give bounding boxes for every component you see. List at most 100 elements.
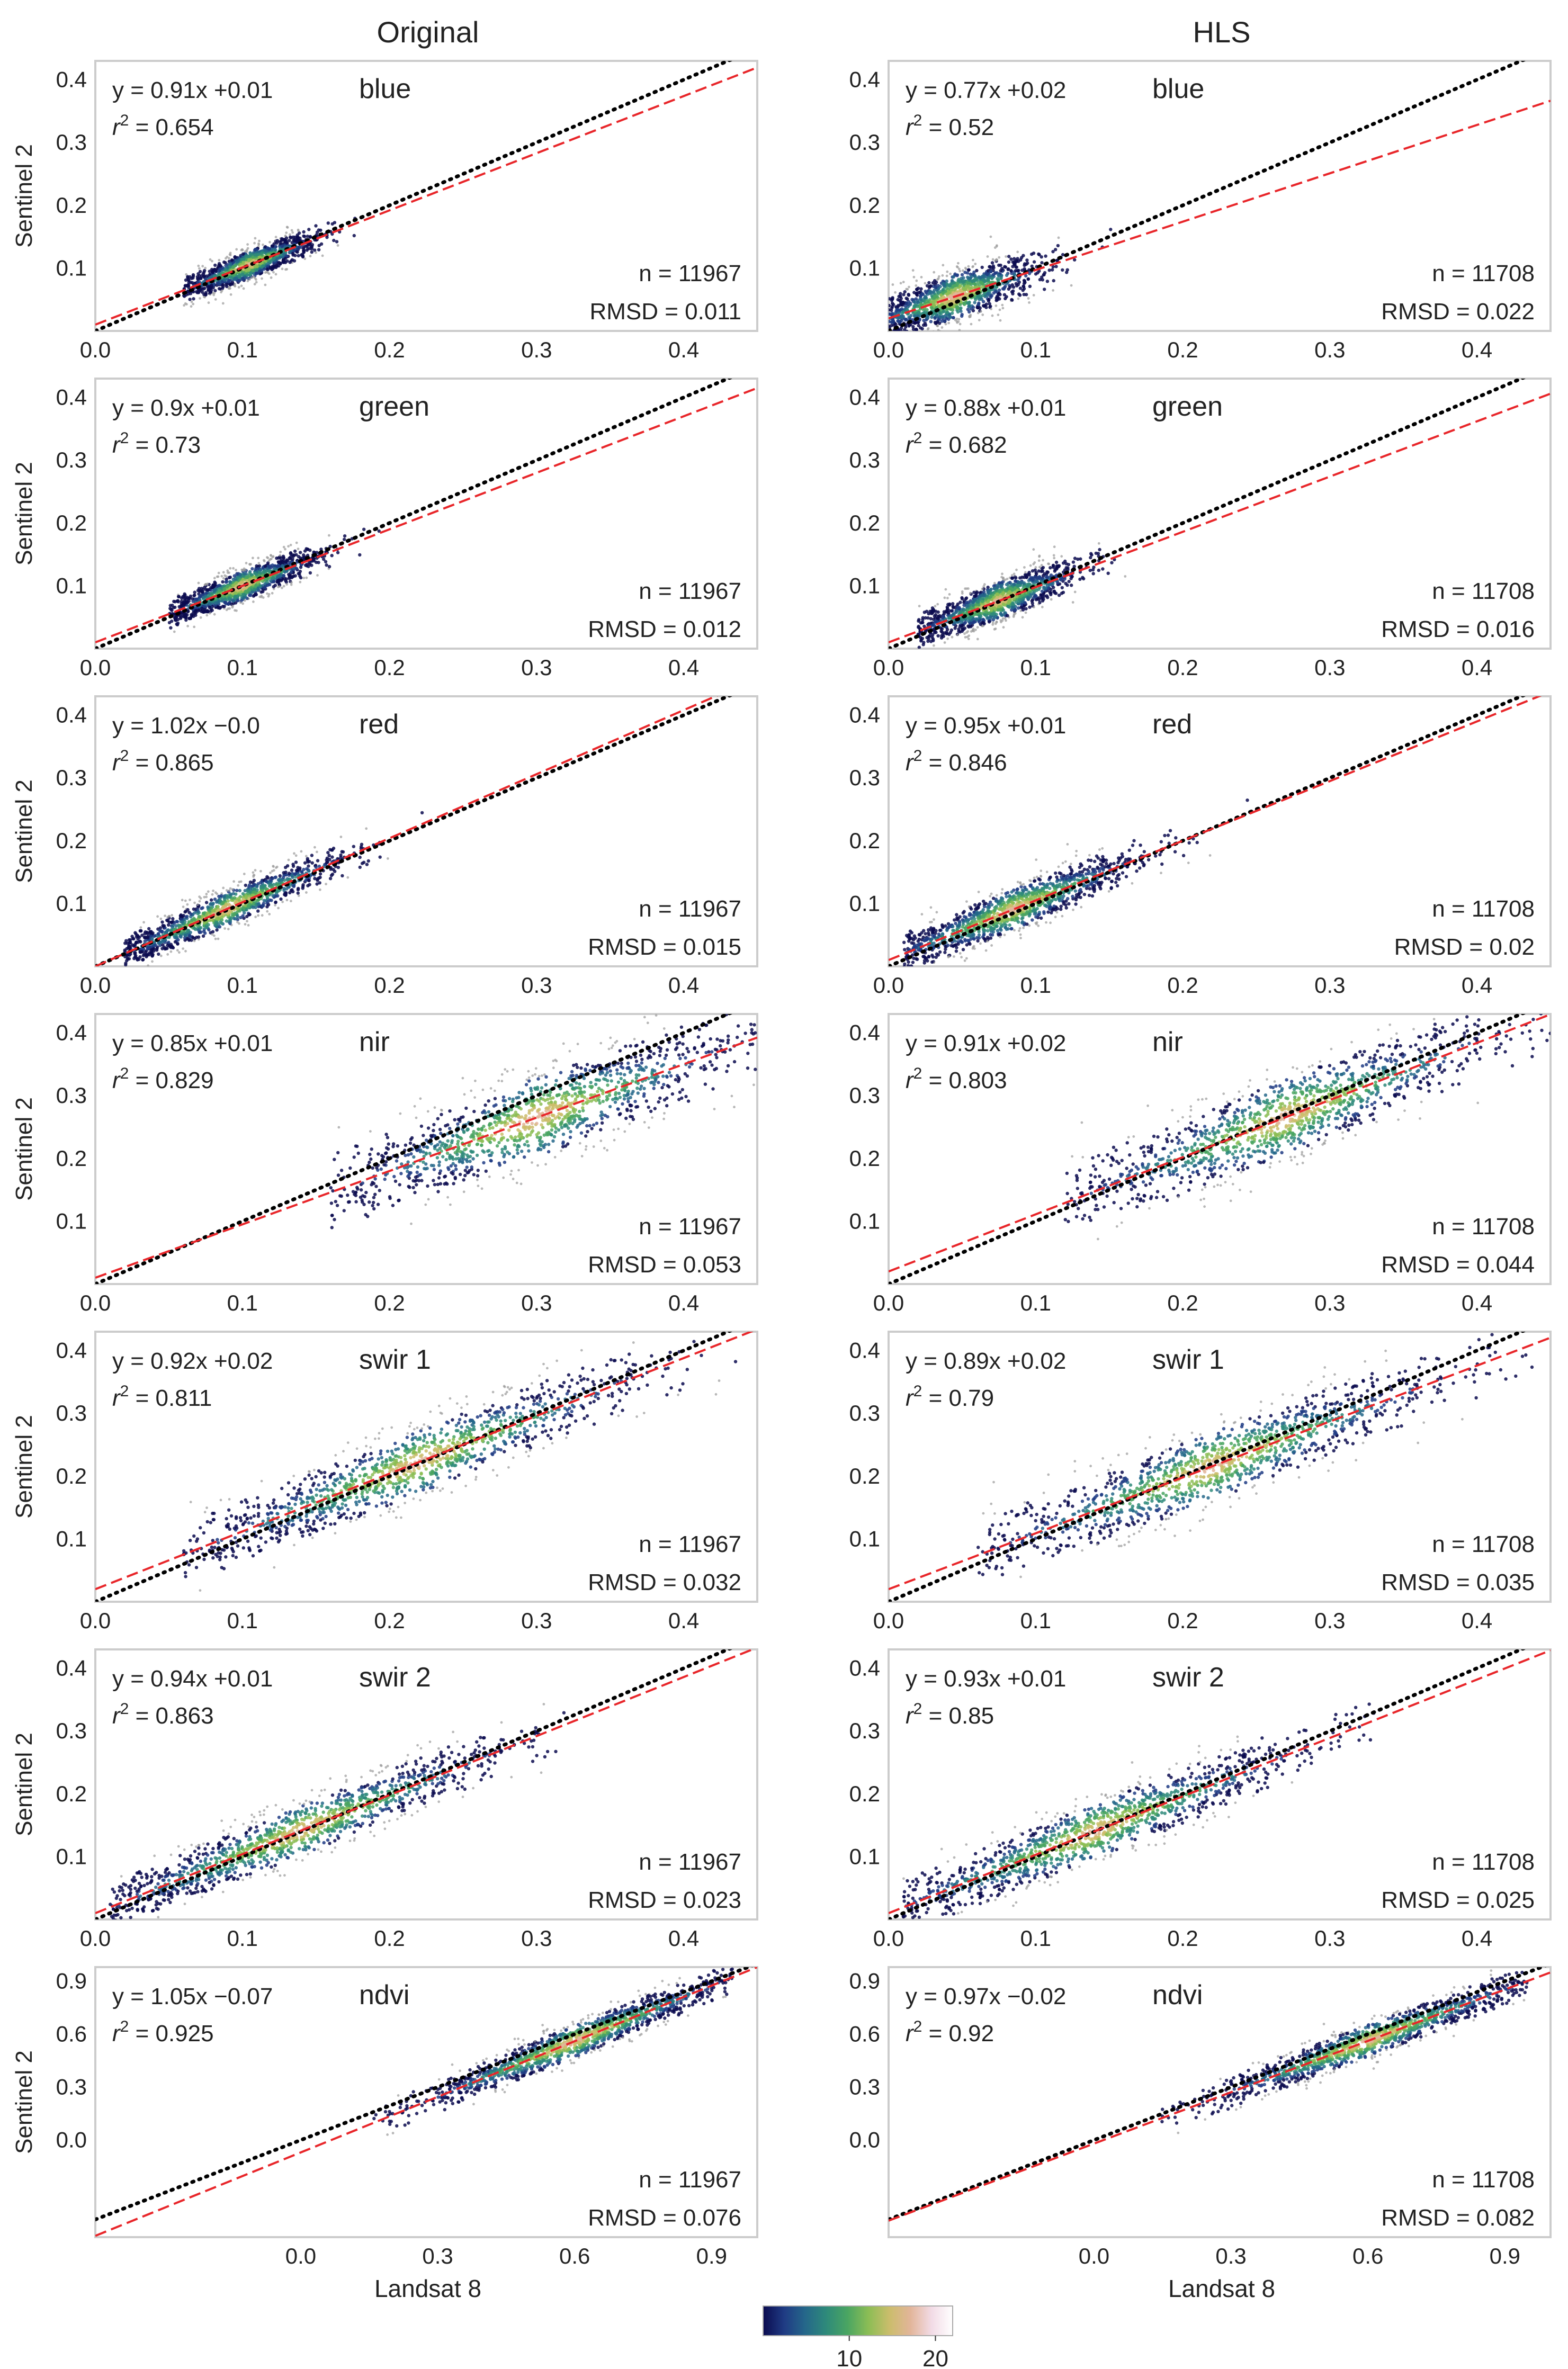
scatter-point [270,558,273,560]
scatter-point [1017,606,1020,610]
scatter-point [915,288,919,291]
scatter-point [241,261,245,264]
scatter-point [934,286,938,290]
scatter-point [204,266,207,270]
scatter-point [971,306,975,309]
scatter-point [987,299,991,303]
scatter-point [960,620,963,624]
scatter-point [203,295,207,299]
y-tick-label: 0.1 [849,255,880,280]
scatter-point [989,235,992,238]
scatter-point [217,575,220,578]
scatter-point [264,249,268,253]
y-tick-label: 0.3 [849,130,880,155]
scatter-point [280,255,284,259]
scatter-point [222,595,226,598]
scatter-point [889,324,891,328]
scatter-point [237,286,240,289]
scatter-point [193,593,196,597]
scatter-point [299,551,302,554]
scatter-point [1005,255,1007,258]
scatter-point [987,277,990,281]
scatter-point [303,257,307,261]
scatter-point [1034,566,1037,569]
scatter-point [974,629,977,631]
scatter-point [1073,258,1077,262]
scatter-point [236,595,240,598]
scatter-point [192,302,195,306]
scatter-point [1044,254,1047,258]
scatter-point [1070,284,1073,287]
scatter-point [937,329,940,331]
scatter-point [244,262,248,265]
scatter-point [921,336,924,339]
scatter-point [205,614,209,617]
scatter-point [916,334,919,336]
x-tick-label: 0.3 [521,655,552,680]
scatter-point [912,336,915,339]
scatter-point [332,238,336,243]
scatter-point [201,272,205,276]
scatter-point [1060,586,1064,590]
scatter-point [1034,594,1037,597]
scatter-point [236,576,240,580]
scatter-point [944,313,948,317]
scatter-point [285,241,289,245]
scatter-point [1021,616,1024,619]
scatter-point [972,265,974,268]
scatter-point [1040,261,1044,265]
scatter-point [202,275,205,279]
scatter-point [263,586,266,590]
x-tick-label: 0.0 [80,655,111,680]
scatter-point [1052,554,1055,557]
scatter-point [1051,268,1054,272]
scatter-point [925,300,929,303]
scatter-point [1021,289,1025,292]
scatter-point [940,319,944,323]
scatter-point [911,333,913,335]
scatter-point [952,316,955,320]
scatter-point [1032,596,1036,600]
regression-equation: y = 0.91x +0.01 [112,77,273,103]
scatter-point [295,239,299,244]
scatter-point [274,248,277,252]
scatter-point [227,596,231,600]
scatter-point [294,553,298,557]
scatter-point [891,297,894,301]
scatter-point [295,236,299,240]
scatter-point [913,303,918,307]
scatter-point [196,277,200,281]
scatter-point [945,627,949,632]
scatter-point [973,301,976,304]
scatter-point [1006,267,1010,272]
scatter-point [287,545,290,548]
scatter-point [921,341,924,344]
scatter-point [889,320,891,324]
scatter-point [294,567,299,570]
scatter-point [234,609,236,612]
scatter-point [1061,253,1065,257]
scatter-point [925,308,929,312]
scatter-point [305,576,308,579]
scatter-point [918,605,921,607]
scatter-point [272,580,276,584]
x-tick-label: 0.4 [668,655,699,680]
scatter-point [899,333,902,336]
scatter-point [965,631,968,634]
scatter-point [995,245,998,248]
scatter-point [194,606,199,609]
scatter-point [267,559,271,562]
scatter-point [282,585,285,588]
regression-equation: y = 0.77x +0.02 [906,77,1066,103]
scatter-point [935,321,938,325]
scatter-point [1022,282,1026,285]
scatter-point [271,244,274,248]
scatter-point [987,620,991,624]
scatter-point [199,616,202,619]
scatter-point [1032,548,1035,551]
scatter-point [1052,289,1054,292]
scatter-point [944,290,947,293]
scatter-point [990,308,992,310]
scatter-point [270,276,273,279]
scatter-point [973,282,977,286]
